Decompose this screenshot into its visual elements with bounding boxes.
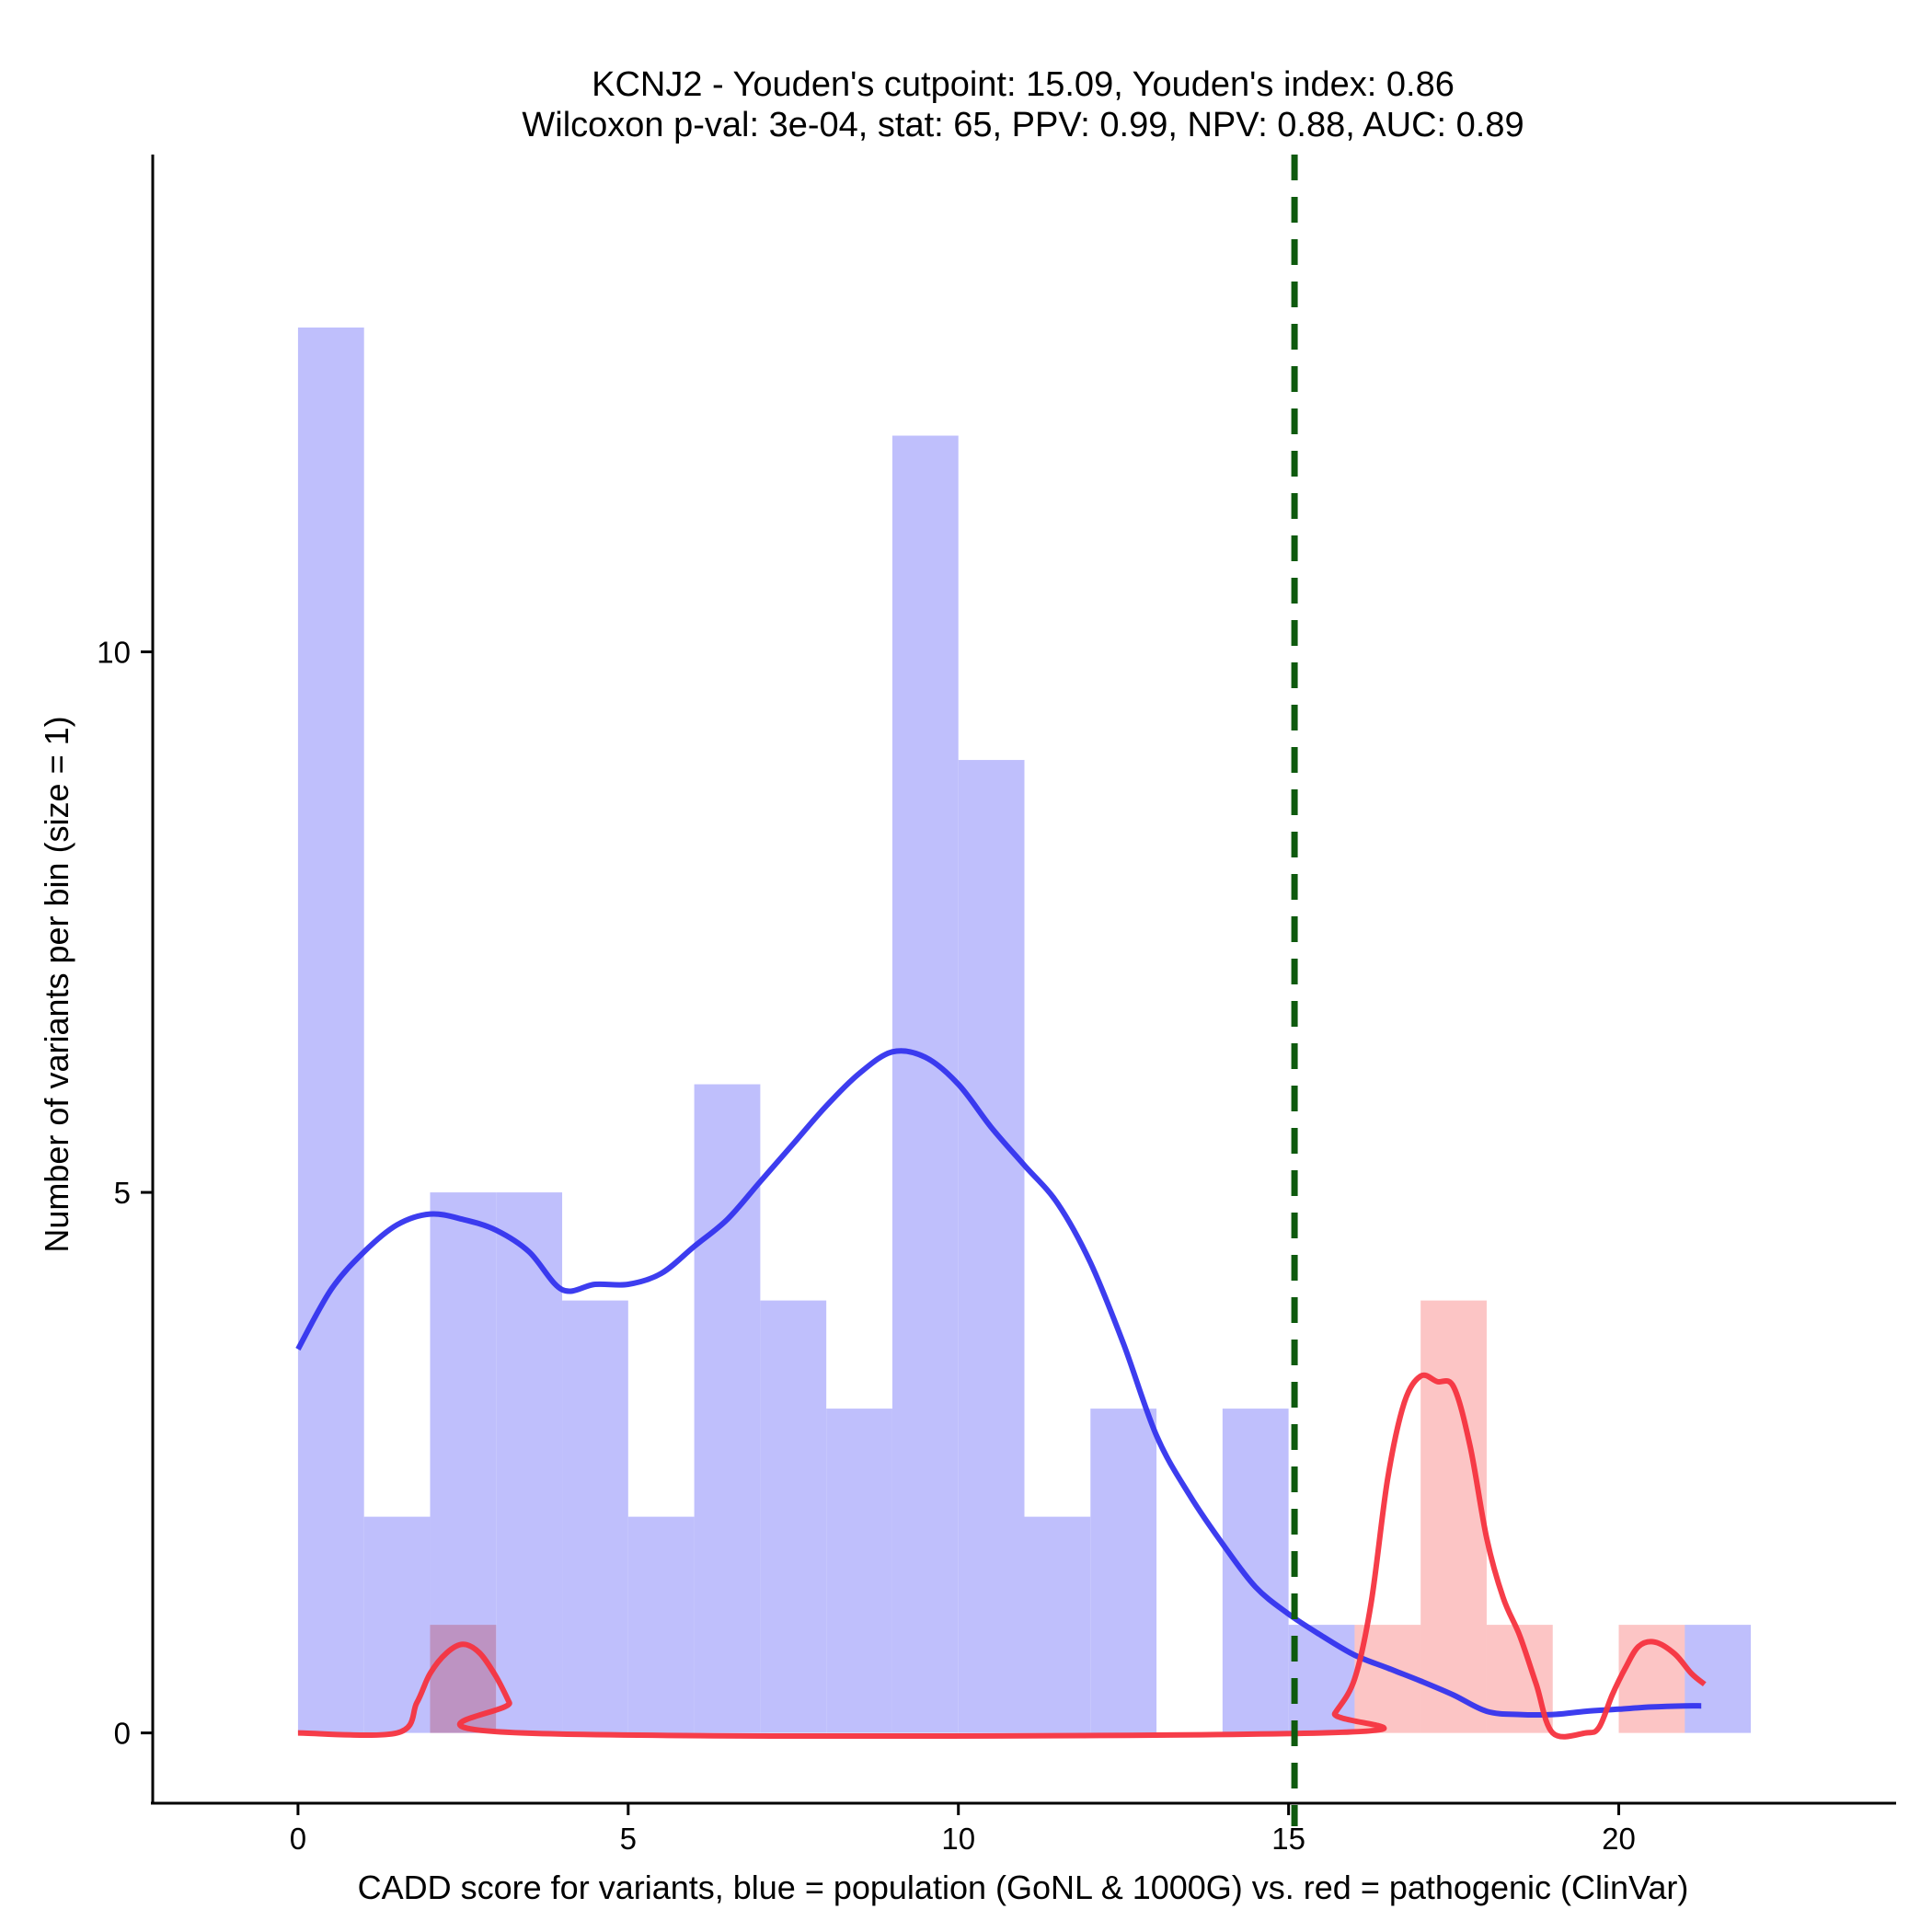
x-tick-label: 5: [620, 1822, 637, 1856]
y-tick-label: 0: [114, 1717, 131, 1751]
population-bar: [1090, 1409, 1157, 1733]
chart-title-line-1: KCNJ2 - Youden's cutpoint: 15.09, Youden…: [592, 65, 1455, 104]
population-bar: [760, 1300, 827, 1733]
population-bar: [826, 1409, 892, 1733]
population-density-line: [295, 1048, 1702, 1719]
population-bar: [1288, 1625, 1355, 1733]
x-axis-label: CADD score for variants, blue = populati…: [358, 1869, 1689, 1906]
y-tick-label: 10: [97, 636, 131, 670]
x-tick-label: 10: [941, 1822, 975, 1856]
population-bar: [562, 1300, 628, 1733]
population-bar: [297, 328, 364, 1733]
population-bar: [1222, 1409, 1289, 1733]
pathogenic-bar: [1420, 1300, 1487, 1733]
population-bar: [694, 1084, 761, 1733]
x-axis-ticks: 0 5 10 15 20: [290, 1803, 1636, 1856]
population-bar: [958, 760, 1025, 1733]
y-axis-label: Number of variants per bin (size = 1): [38, 716, 75, 1252]
pathogenic-density-line: [297, 1372, 1707, 1740]
population-bar: [891, 435, 959, 1733]
population-bar: [627, 1516, 695, 1733]
y-tick-label: 5: [114, 1176, 131, 1210]
population-bar: [496, 1192, 563, 1733]
chart-title-line-2: Wilcoxon p-val: 3e-04, stat: 65, PPV: 0.…: [522, 106, 1524, 144]
y-axis-ticks: 0 5 10: [97, 636, 153, 1751]
x-tick-label: 0: [290, 1822, 306, 1856]
x-tick-label: 15: [1271, 1822, 1305, 1856]
population-bars: [297, 328, 1752, 1733]
population-bar: [1024, 1516, 1091, 1733]
x-tick-label: 20: [1602, 1822, 1636, 1856]
pathogenic-bar: [430, 1625, 497, 1733]
